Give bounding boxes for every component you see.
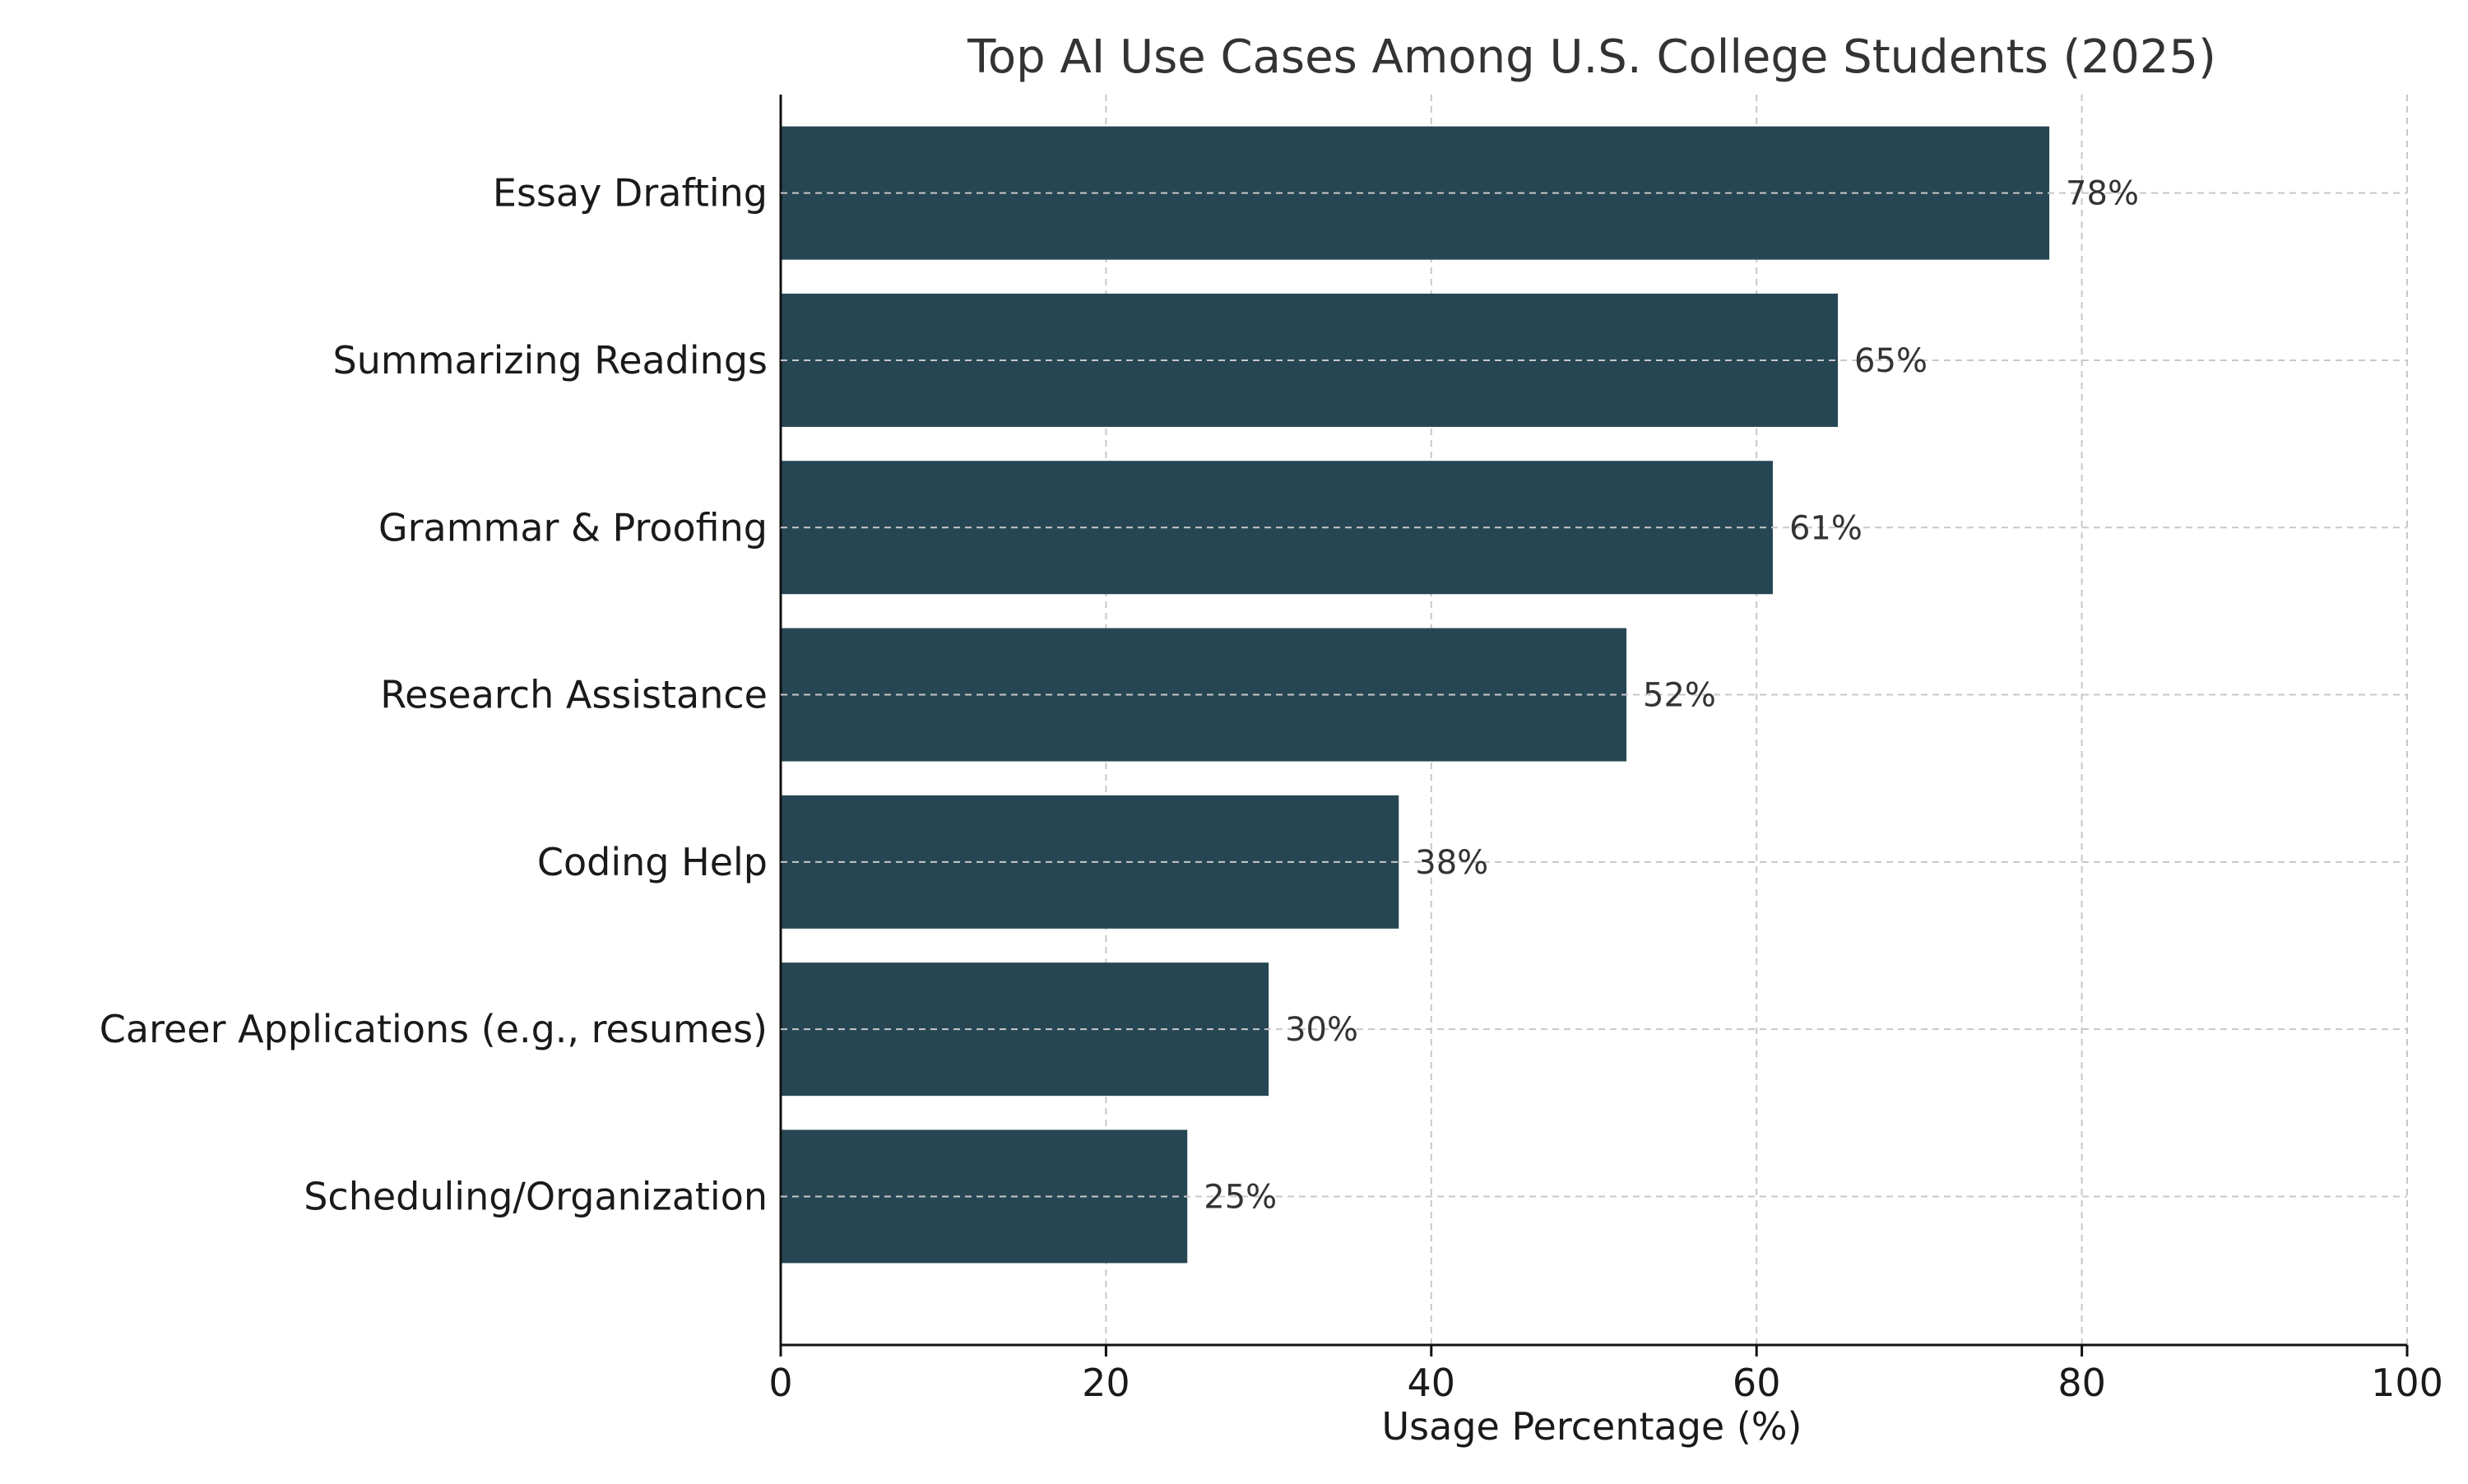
axis-layer: 0 20 40 60 80 100 xyxy=(768,95,2443,1405)
label-layer: Essay Drafting 78% Summarizing Readings 65%… xyxy=(100,171,2407,1218)
data-label: 30% xyxy=(1285,1011,1358,1049)
data-label: 38% xyxy=(1415,844,1488,882)
x-axis-title: Usage Percentage (%) xyxy=(1382,1404,1802,1449)
x-tick-label: 20 xyxy=(1082,1361,1130,1405)
x-tick-label: 40 xyxy=(1408,1361,1456,1405)
data-label: 25% xyxy=(1204,1178,1277,1216)
y-tick-label: Essay Drafting xyxy=(493,171,768,216)
x-tick-label: 80 xyxy=(2057,1361,2106,1405)
x-tick-label: 100 xyxy=(2371,1361,2443,1405)
data-label: 78% xyxy=(2066,175,2139,213)
y-tick-label: Grammar & Proofing xyxy=(378,505,768,550)
bar xyxy=(781,795,1399,929)
y-tick-label: Career Applications (e.g., resumes) xyxy=(100,1007,768,1051)
data-label: 61% xyxy=(1789,509,1863,547)
x-tick-label: 60 xyxy=(1733,1361,1781,1405)
data-label: 65% xyxy=(1854,342,1928,380)
x-tick-label: 0 xyxy=(768,1361,792,1405)
chart-title: Top AI Use Cases Among U.S. College Stud… xyxy=(967,30,2216,84)
y-tick-label: Coding Help xyxy=(537,840,768,884)
y-tick-label: Research Assistance xyxy=(380,673,768,717)
data-label: 52% xyxy=(1643,677,1716,715)
y-tick-label: Summarizing Readings xyxy=(333,338,768,383)
y-tick-label: Scheduling/Organization xyxy=(304,1174,768,1218)
